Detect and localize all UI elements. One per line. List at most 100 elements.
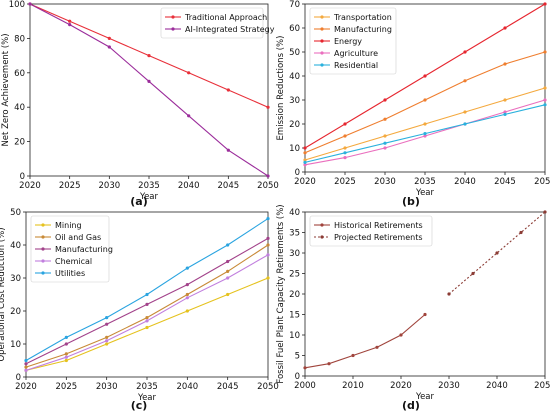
data-point	[226, 259, 230, 264]
x-tick-label: 2030	[96, 382, 118, 392]
data-point	[24, 362, 28, 366]
y-tick-label: 20	[289, 120, 300, 130]
legend-label: Mining	[55, 221, 82, 230]
data-point	[383, 98, 387, 102]
data-point	[147, 79, 151, 83]
y-tick-label: 50	[289, 48, 300, 58]
legend-swatch-marker	[41, 223, 45, 227]
legend-swatch-marker	[320, 15, 324, 19]
legend-swatch-marker	[320, 235, 324, 239]
data-point	[303, 151, 307, 155]
data-point	[266, 243, 270, 247]
data-point	[543, 210, 547, 214]
x-tick-label: 2030	[438, 381, 460, 391]
data-point	[145, 325, 149, 330]
data-point	[24, 365, 28, 369]
data-point	[423, 312, 427, 317]
data-point	[266, 236, 270, 240]
data-point	[145, 302, 149, 306]
data-point	[145, 319, 149, 323]
y-tick-label: 70	[289, 0, 300, 10]
data-point	[463, 79, 467, 83]
data-point	[145, 292, 149, 297]
data-point	[266, 174, 270, 178]
data-point	[105, 342, 109, 346]
data-point	[543, 103, 547, 107]
data-point	[543, 50, 547, 54]
data-point	[423, 122, 427, 126]
data-point	[343, 146, 347, 150]
data-point	[266, 105, 270, 109]
x-axis-label: Year	[415, 188, 435, 198]
data-point	[303, 160, 307, 164]
x-tick-label: 2040	[177, 382, 199, 392]
legend-label: Energy	[334, 37, 362, 46]
data-point	[471, 271, 475, 276]
legend-swatch-marker	[320, 63, 324, 67]
data-point	[185, 283, 189, 287]
y-tick-label: 10	[289, 331, 300, 341]
x-tick-label: 2045	[217, 382, 239, 392]
data-point	[343, 134, 347, 138]
x-tick-label: 2020	[19, 181, 41, 191]
data-point	[423, 74, 427, 78]
x-tick-label: 2040	[178, 181, 200, 191]
legend-label: Historical Retirements	[334, 221, 423, 230]
data-point	[187, 71, 191, 75]
data-point	[423, 134, 427, 138]
x-tick-label: 2040	[486, 381, 508, 391]
data-point	[383, 134, 387, 138]
legend: Historical Retirements Projected Retireme…	[309, 215, 433, 247]
chart-panel-4: 2000 2010 2020 2030 2040 2050 0 5 10 15 20 25 30 35 40…	[276, 204, 550, 412]
data-point	[226, 243, 230, 247]
x-tick-label: 2030	[99, 181, 121, 191]
y-tick-label: 0	[16, 373, 21, 383]
series-line-2	[448, 211, 546, 295]
data-point	[64, 352, 68, 356]
data-point	[266, 217, 270, 221]
data-point	[24, 358, 28, 363]
chart-panel-2: 2020202520302035204020452050010203040506…	[276, 0, 550, 208]
legend-label: Chemical	[55, 257, 92, 266]
legend-box	[160, 7, 264, 39]
series-line-1	[25, 277, 269, 371]
y-axis-label: Fossil Fuel Plant Capacity Retirements (…	[276, 204, 286, 383]
y-tick-label: 35	[289, 229, 300, 239]
legend-label: Utilities	[55, 269, 85, 278]
y-tick-label: 0	[295, 372, 300, 382]
panel-label: (c)	[131, 399, 148, 412]
legend-box	[309, 7, 397, 75]
data-point	[266, 253, 270, 257]
data-point	[147, 54, 151, 58]
data-point	[303, 158, 307, 162]
legend-box	[309, 215, 433, 247]
x-tick-label: 2030	[374, 177, 396, 187]
legend: Traditional Approach AI-Integrated Strate…	[160, 7, 275, 39]
y-tick-label: 30	[289, 249, 300, 259]
data-point	[463, 110, 467, 114]
data-point	[503, 98, 507, 102]
data-point	[226, 276, 230, 280]
y-tick-label: 40	[289, 208, 300, 218]
y-tick-label: 25	[289, 270, 300, 280]
data-point	[107, 45, 111, 49]
y-tick-label: 0	[20, 172, 25, 182]
data-point	[543, 98, 547, 102]
legend-swatch-marker	[171, 27, 175, 31]
legend-label: Residential	[334, 61, 378, 70]
x-tick-label: 2045	[218, 181, 240, 191]
legend-label: Traditional Approach	[184, 13, 267, 22]
legend-swatch-marker	[41, 259, 45, 263]
panel-label: (b)	[402, 195, 420, 208]
y-tick-label: 20	[14, 138, 25, 148]
x-tick-label: 2025	[59, 181, 81, 191]
legend-swatch-marker	[41, 235, 45, 239]
data-point	[503, 62, 507, 66]
data-point	[463, 122, 467, 126]
y-tick-label: 40	[10, 241, 21, 251]
x-tick-label: 2020	[15, 382, 37, 392]
data-point	[327, 362, 331, 366]
data-point	[24, 368, 28, 372]
x-tick-label: 2025	[56, 382, 78, 392]
data-point	[185, 309, 189, 313]
